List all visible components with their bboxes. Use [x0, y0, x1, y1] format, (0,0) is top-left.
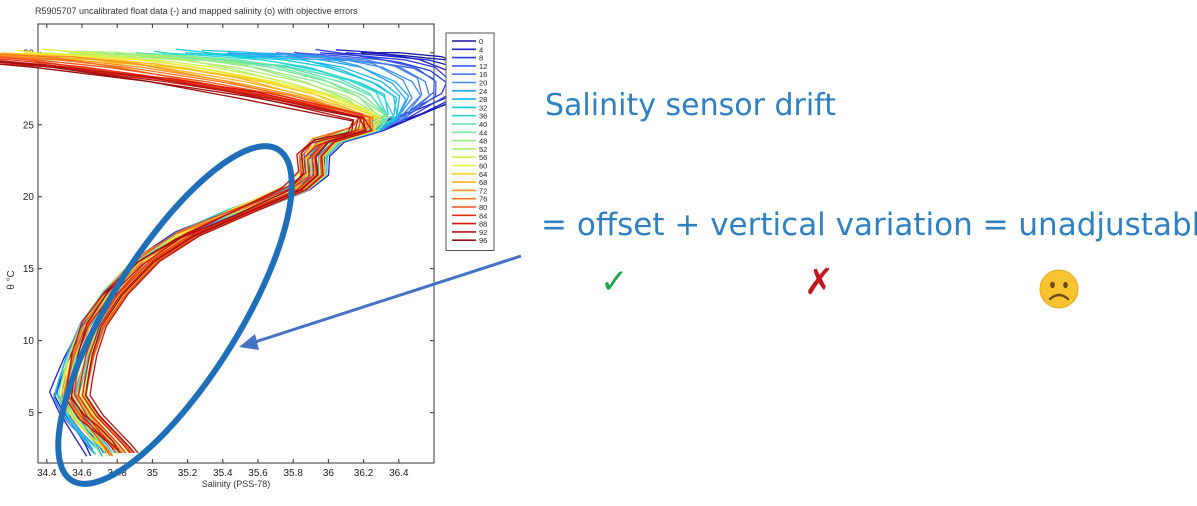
legend-label: 44 — [479, 128, 487, 137]
legend-label: 84 — [479, 211, 487, 220]
pointer-arrow-head — [239, 334, 259, 350]
x-tick-label: 35.6 — [248, 468, 268, 479]
profile-line — [0, 60, 354, 453]
cross-mark-icon: ✗ — [804, 262, 835, 303]
legend-label: 28 — [479, 95, 487, 104]
legend-label: 72 — [479, 186, 487, 195]
legend-label: 12 — [479, 62, 487, 71]
x-tick-label: 36.4 — [389, 468, 409, 479]
x-tick-label: 35 — [147, 468, 159, 479]
legend-label: 52 — [479, 145, 487, 154]
sad-face-icon — [1039, 269, 1079, 309]
legend-label: 56 — [479, 153, 487, 162]
drift-equation: = offset + vertical variation = unadjust… — [541, 207, 1197, 243]
y-tick-label: 15 — [23, 264, 35, 275]
profile-line — [0, 63, 360, 451]
y-tick-label: 25 — [23, 120, 35, 131]
x-tick-label: 34.4 — [37, 468, 57, 479]
legend-label: 88 — [479, 220, 487, 229]
legend-label: 80 — [479, 203, 487, 212]
legend-label: 24 — [479, 87, 487, 96]
legend-label: 48 — [479, 137, 487, 146]
legend-label: 32 — [479, 103, 487, 112]
y-tick-label: 5 — [28, 408, 34, 419]
legend-label: 40 — [479, 120, 487, 129]
x-tick-label: 35.4 — [213, 468, 233, 479]
pointer-arrow-line — [251, 254, 522, 345]
legend-label: 76 — [479, 195, 487, 204]
y-axis-label: θ °C — [6, 270, 17, 290]
legend-label: 92 — [479, 228, 487, 237]
x-tick-label: 34.6 — [72, 468, 92, 479]
legend-label: 96 — [479, 236, 487, 245]
legend-label: 68 — [479, 178, 487, 187]
legend-label: 20 — [479, 79, 487, 88]
legend-label: 8 — [479, 54, 483, 63]
x-tick-label: 35.8 — [283, 468, 303, 479]
chart-title: R5905707 uncalibrated float data (-) and… — [35, 6, 358, 16]
x-tick-label: 35.2 — [178, 468, 198, 479]
legend-label: 64 — [479, 170, 487, 179]
x-tick-label: 36.2 — [354, 468, 374, 479]
legend-label: 0 — [479, 37, 483, 46]
highlight-ellipse — [55, 143, 295, 487]
chart-legend: 0481216202428323640444852566064687276808… — [445, 32, 495, 251]
headline: Salinity sensor drift — [545, 88, 836, 123]
profile-line — [0, 61, 373, 454]
y-tick-label: 20 — [23, 192, 35, 203]
legend-label: 16 — [479, 70, 487, 79]
legend-label: 36 — [479, 112, 487, 121]
profile-lines — [0, 48, 480, 457]
legend-label: 4 — [479, 45, 483, 54]
legend-box — [445, 32, 495, 251]
y-tick-label: 10 — [23, 336, 35, 347]
legend-label: 60 — [479, 162, 487, 171]
check-mark-icon: ✓ — [600, 262, 629, 302]
x-axis-label: Salinity (PSS-78) — [202, 479, 271, 489]
x-tick-label: 36 — [323, 468, 335, 479]
annotation-overlay — [55, 143, 522, 487]
